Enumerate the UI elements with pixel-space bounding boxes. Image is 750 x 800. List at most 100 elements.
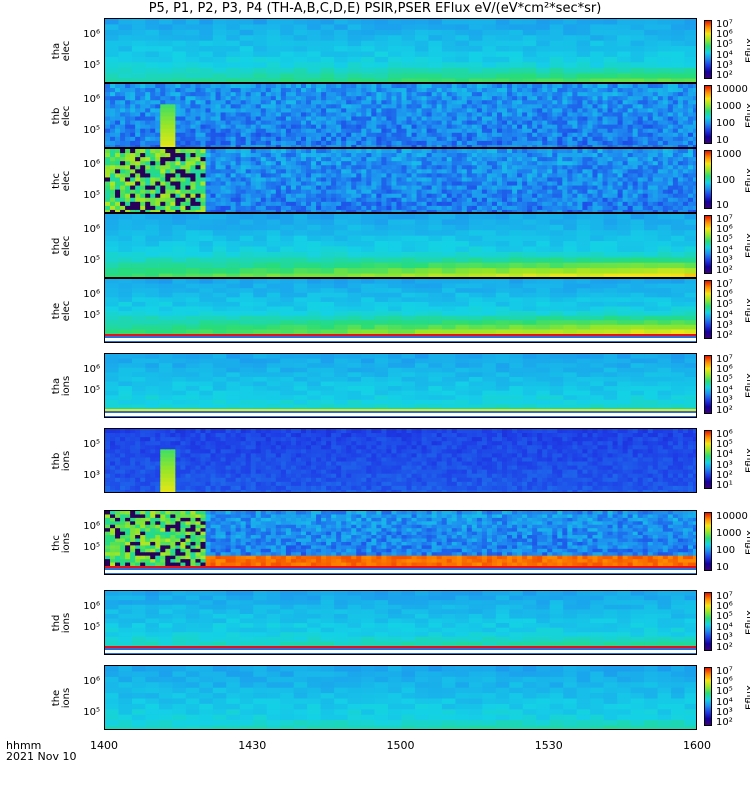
heatmap-cell xyxy=(496,181,503,187)
heatmap-cell xyxy=(381,169,388,174)
heatmap-cell xyxy=(307,73,322,80)
heatmap-cell xyxy=(642,132,649,138)
heatmap-cell xyxy=(239,241,254,248)
heatmap-cell xyxy=(687,136,694,142)
heatmap-cell xyxy=(563,46,578,53)
heatmap-cell xyxy=(266,262,281,269)
heatmap-cell xyxy=(376,161,382,166)
heatmap-cell xyxy=(105,29,120,36)
y-tick-label: 10⁵ xyxy=(83,125,100,136)
heatmap-cell xyxy=(582,84,589,89)
heatmap-cell xyxy=(590,214,605,221)
heatmap-cell xyxy=(185,257,200,264)
heatmap-cell xyxy=(336,161,342,166)
heatmap-cell xyxy=(522,185,528,191)
heatmap-cell xyxy=(567,193,573,199)
heatmap-cell xyxy=(386,104,393,109)
heatmap-cell xyxy=(456,209,463,212)
heatmap-cell xyxy=(205,189,212,195)
heatmap-cell xyxy=(110,189,116,195)
heatmap-cell xyxy=(266,67,281,74)
heatmap-cell xyxy=(657,257,672,264)
heatmap-cell xyxy=(486,116,493,122)
heatmap-cell xyxy=(346,88,352,93)
heatmap-cell xyxy=(347,67,362,74)
heatmap-cell xyxy=(160,116,166,122)
heatmap-cell xyxy=(185,201,192,207)
heatmap-cell xyxy=(185,320,200,326)
heatmap-cell xyxy=(562,165,568,170)
heatmap-cell xyxy=(285,104,292,109)
heatmap-cell xyxy=(172,24,187,31)
heatmap-cell xyxy=(125,108,131,114)
heatmap-cell xyxy=(215,149,222,154)
heatmap-cell xyxy=(557,181,563,187)
heatmap-cell xyxy=(265,161,272,166)
heatmap-cell xyxy=(172,62,187,69)
heatmap-cell xyxy=(226,73,241,80)
heatmap-cell xyxy=(105,116,111,122)
heatmap-cell xyxy=(115,140,121,146)
heatmap-cell xyxy=(131,241,147,248)
heatmap-cell xyxy=(692,185,696,191)
heatmap-cell xyxy=(115,116,121,122)
heatmap-cell xyxy=(456,116,463,122)
heatmap-cell xyxy=(527,140,533,146)
heatmap-cell xyxy=(682,177,689,183)
heatmap-cell xyxy=(347,262,362,269)
heatmap-cell xyxy=(130,92,136,97)
heatmap-cell xyxy=(334,46,349,53)
heatmap-cell xyxy=(118,246,133,253)
heatmap-cell xyxy=(118,219,133,226)
heatmap-cell xyxy=(306,108,312,114)
heatmap-cell xyxy=(502,205,508,211)
heatmap-cell xyxy=(135,116,141,122)
heatmap-cell xyxy=(587,165,594,170)
heatmap-cell xyxy=(265,104,272,109)
heatmap-cell xyxy=(456,100,463,105)
heatmap-cell xyxy=(145,201,151,207)
heatmap-cell xyxy=(471,108,478,114)
heatmap-cell xyxy=(374,214,389,221)
heatmap-cell xyxy=(577,181,584,187)
heatmap-cell xyxy=(612,185,619,191)
heatmap-cell xyxy=(622,193,629,199)
heatmap-cell xyxy=(667,173,674,179)
heatmap-cell xyxy=(230,140,237,146)
heatmap-cell xyxy=(406,177,413,183)
heatmap-cell xyxy=(265,144,272,147)
heatmap-cell xyxy=(212,283,227,289)
heatmap-cell xyxy=(320,251,335,258)
heatmap-cell xyxy=(416,185,423,191)
heatmap-cell xyxy=(334,251,349,258)
heatmap-cell xyxy=(682,189,689,195)
heatmap-cell xyxy=(131,320,147,326)
heatmap-cell xyxy=(562,177,568,183)
heatmap-cell xyxy=(512,92,518,97)
heatmap-cell xyxy=(552,136,558,142)
heatmap-cell xyxy=(290,181,297,187)
heatmap-cell xyxy=(562,84,568,89)
heatmap-cell xyxy=(486,88,493,93)
heatmap-cell xyxy=(456,132,463,138)
heatmap-cell xyxy=(212,46,227,53)
heatmap-cell xyxy=(647,149,654,154)
heatmap-cell xyxy=(120,84,126,89)
heatmap-cell xyxy=(307,273,322,277)
heatmap-cell xyxy=(158,324,173,331)
heatmap-cell xyxy=(396,177,403,183)
heatmap-cell xyxy=(512,177,518,183)
heatmap-cell xyxy=(441,128,448,134)
heatmap-cell xyxy=(175,205,181,211)
heatmap-cell xyxy=(677,193,684,199)
heatmap-cell xyxy=(682,132,689,138)
colorbar-tick-label: 10² xyxy=(716,70,733,81)
heatmap-cell xyxy=(637,128,644,134)
heatmap-cell xyxy=(220,92,227,97)
heatmap-cell xyxy=(293,40,308,47)
heatmap-cell xyxy=(617,209,624,212)
heatmap-cell xyxy=(557,193,563,199)
heatmap-cell xyxy=(115,173,121,179)
heatmap-cell xyxy=(572,181,578,187)
heatmap-cell xyxy=(351,201,357,207)
